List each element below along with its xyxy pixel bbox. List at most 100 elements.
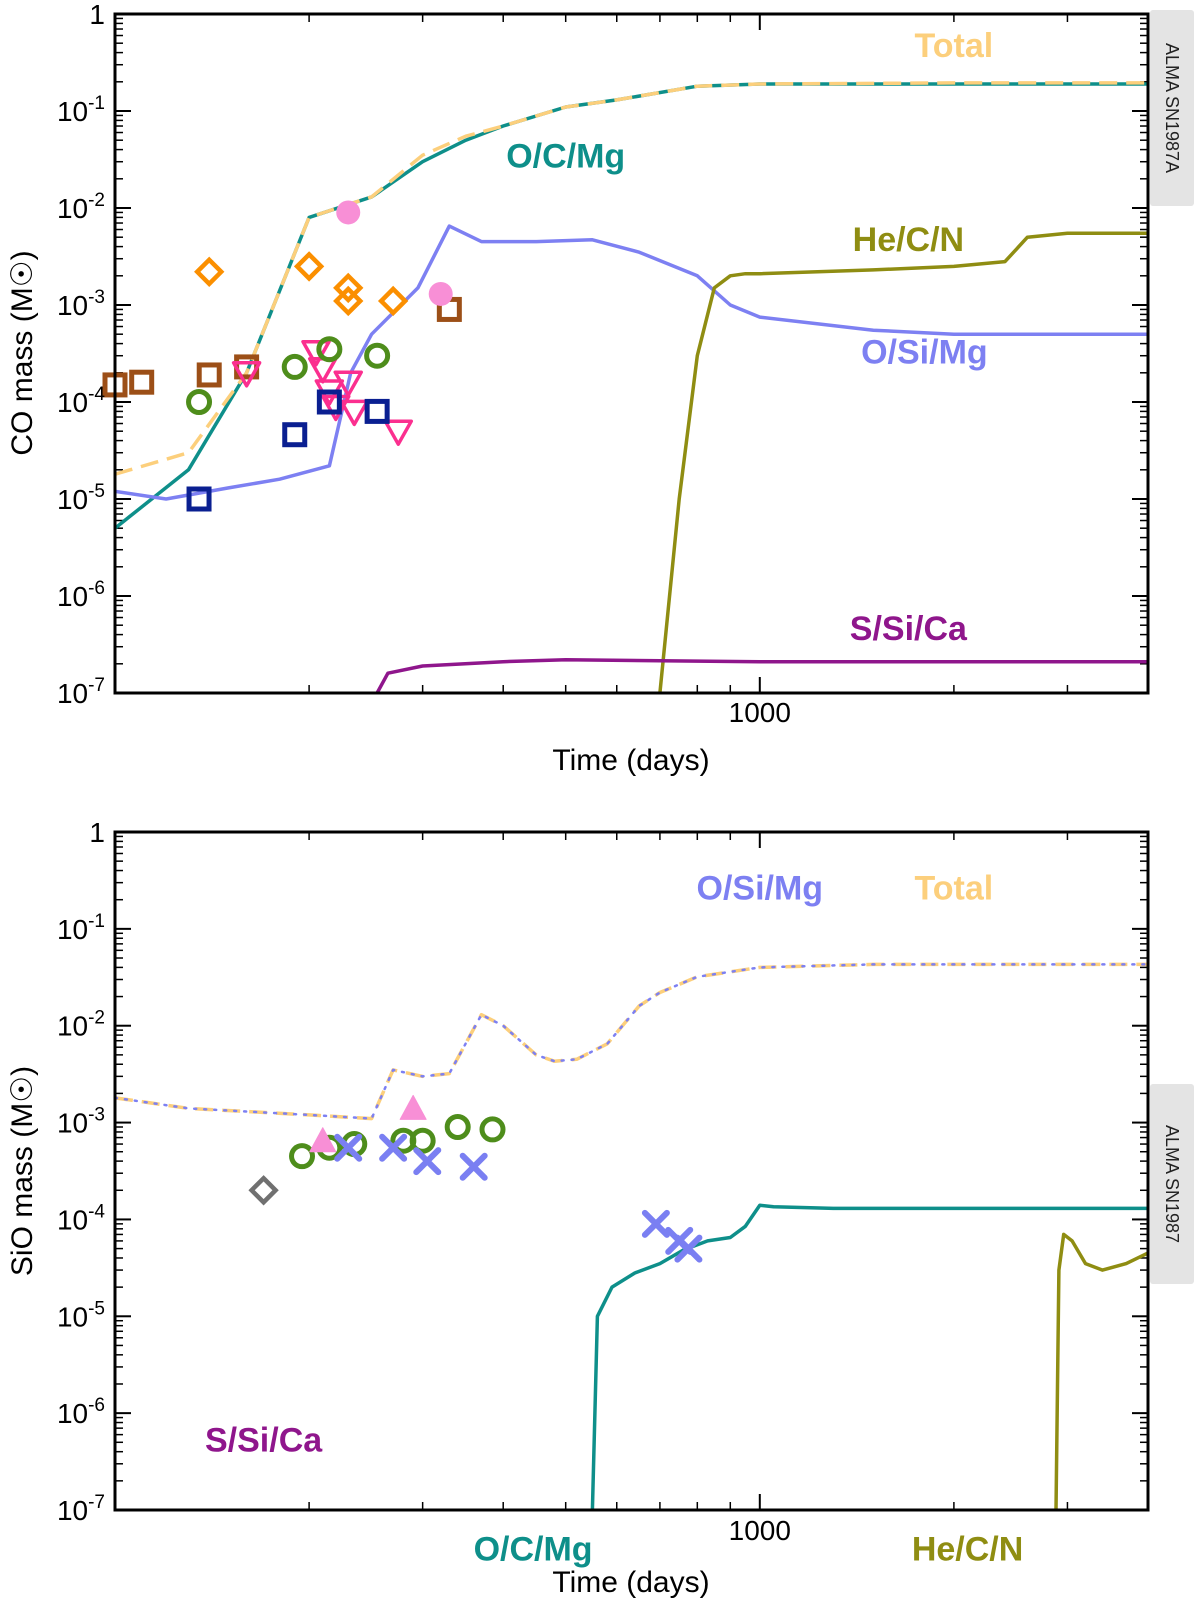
top-side-annotation: ALMA SN1987A: [1150, 10, 1194, 206]
marker-circle: [186, 389, 213, 415]
marker-triangle-down: [308, 357, 338, 384]
series-line-s-si-ca: [375, 658, 1148, 693]
bottom-y-axis-title: SiO mass (M☉): [6, 1066, 39, 1276]
series-label-total: Total: [915, 27, 994, 65]
series-label-o-c-mg: O/C/Mg: [474, 1531, 593, 1569]
top-y-tick-labels: 1 10-1 10-2 10-3 10-4 10-5 10-6 10-7: [57, 0, 105, 709]
series-label-total: Total: [915, 870, 994, 908]
bottom-side-label: ALMA SN1987: [1162, 1125, 1182, 1243]
top-x-tick-labels: 1000: [729, 697, 791, 728]
marker-square: [129, 369, 155, 395]
series-label-he-c-n: He/C/N: [853, 221, 964, 259]
series-label-s-si-ca: S/Si/Ca: [850, 610, 968, 648]
marker-square: [186, 486, 212, 512]
marker-triangle-down: [383, 419, 414, 446]
marker-diamond: [333, 285, 364, 317]
marker-triangle-up: [399, 1094, 427, 1120]
marker-diamond: [248, 1175, 279, 1206]
marker-triangle-down: [321, 394, 351, 422]
y-tick-label: 10-5: [57, 1298, 105, 1332]
series-line-he-c-n: [658, 231, 1148, 693]
marker-triangle-down: [339, 399, 370, 427]
top-plot-frame: [113, 12, 1150, 695]
marker-triangle-up: [309, 1127, 337, 1153]
bottom-series-lines: [115, 962, 1148, 1510]
series-line-o-si-mg: [115, 963, 1148, 1120]
y-tick-label: 10-1: [57, 93, 105, 127]
top-side-box: [1150, 10, 1194, 206]
top-y-axis-title: CO mass (M☉): [6, 250, 39, 455]
bottom-side-annotation: ALMA SN1987: [1150, 1084, 1194, 1284]
y-tick-label: 1: [89, 0, 105, 30]
series-label-o-c-mg: O/C/Mg: [506, 138, 625, 176]
y-tick-label: 1: [89, 817, 105, 848]
bottom-y-tick-labels: 1 10-1 10-2 10-3 10-4 10-5 10-6 10-7: [57, 817, 105, 1526]
marker-x: [674, 1234, 703, 1263]
marker-square: [364, 398, 390, 424]
y-tick-label: 10-1: [57, 911, 105, 945]
marker-square: [316, 389, 342, 415]
x-tick-label: 1000: [729, 1515, 791, 1546]
top-observation-markers: [102, 200, 462, 512]
marker-x: [641, 1209, 670, 1238]
top-side-label: ALMA SN1987A: [1162, 43, 1182, 173]
marker-filled-circle: [428, 281, 453, 306]
marker-triangle-down: [231, 361, 262, 388]
y-tick-label: 10-3: [57, 1105, 105, 1139]
bottom-observation-markers: [248, 1094, 703, 1263]
co-mass-panel: 1 10-1 10-2 10-3 10-4 10-5 10-6 10-7 1000 Total…: [6, 0, 1194, 777]
marker-circle: [444, 1114, 471, 1141]
series-line-o-si-mg: [115, 224, 1148, 501]
y-tick-label: 10-6: [57, 1395, 105, 1429]
bottom-x-tick-labels: 1000: [729, 1515, 791, 1546]
marker-triangle-down: [301, 339, 331, 367]
series-label-o-si-mg: O/Si/Mg: [861, 333, 988, 371]
y-tick-label: 10-3: [57, 287, 105, 321]
bottom-axis-ticks: [115, 831, 1149, 1511]
marker-diamond: [377, 285, 409, 317]
marker-circle: [316, 336, 343, 363]
x-tick-label: 1000: [729, 697, 791, 728]
top-x-axis-title: Time (days): [552, 744, 709, 777]
sio-mass-panel: 1 10-1 10-2 10-3 10-4 10-5 10-6 10-7 1000 O/Si/…: [6, 817, 1194, 1599]
series-line-total: [115, 81, 1148, 476]
series-line-o-c-mg: [115, 82, 1148, 530]
marker-circle: [364, 342, 391, 369]
y-tick-label: 10-4: [57, 1201, 105, 1235]
marker-diamond: [333, 272, 364, 304]
marker-x: [413, 1147, 442, 1176]
marker-diamond: [194, 256, 225, 287]
y-tick-label: 10-5: [57, 481, 105, 515]
series-label-s-si-ca: S/Si/Ca: [205, 1422, 323, 1460]
marker-square: [282, 422, 308, 448]
top-series-lines: [115, 81, 1148, 693]
marker-x: [334, 1133, 363, 1162]
y-tick-label: 10-6: [57, 578, 105, 612]
marker-diamond: [293, 251, 325, 282]
series-line-total: [115, 962, 1148, 1121]
marker-square: [196, 362, 222, 388]
bottom-side-box: [1150, 1084, 1194, 1284]
marker-filled-circle: [336, 200, 361, 225]
y-tick-label: 10-2: [57, 190, 105, 224]
series-line-he-c-n: [1054, 1232, 1148, 1510]
top-series-labels: Total O/C/Mg He/C/N O/Si/Mg S/Si/Ca: [506, 27, 993, 648]
marker-circle: [479, 1116, 506, 1143]
bottom-series-labels: O/Si/Mg Total S/Si/Ca O/C/Mg He/C/N: [205, 870, 1023, 1569]
marker-x: [379, 1133, 408, 1162]
y-tick-label: 10-7: [57, 675, 105, 709]
top-axis-ticks: [115, 13, 1149, 694]
series-label-o-si-mg: O/Si/Mg: [697, 870, 824, 908]
marker-circle: [289, 1143, 316, 1170]
bottom-x-axis-title: Time (days): [552, 1566, 709, 1599]
marker-circle: [281, 353, 308, 380]
y-tick-label: 10-7: [57, 1492, 105, 1526]
marker-circle: [409, 1127, 436, 1154]
series-label-he-c-n: He/C/N: [912, 1531, 1023, 1569]
y-tick-label: 10-2: [57, 1008, 105, 1042]
y-tick-label: 10-4: [57, 384, 105, 418]
series-line-o-c-mg: [590, 1203, 1148, 1510]
marker-x: [459, 1152, 488, 1181]
marker-triangle-down: [333, 370, 363, 397]
